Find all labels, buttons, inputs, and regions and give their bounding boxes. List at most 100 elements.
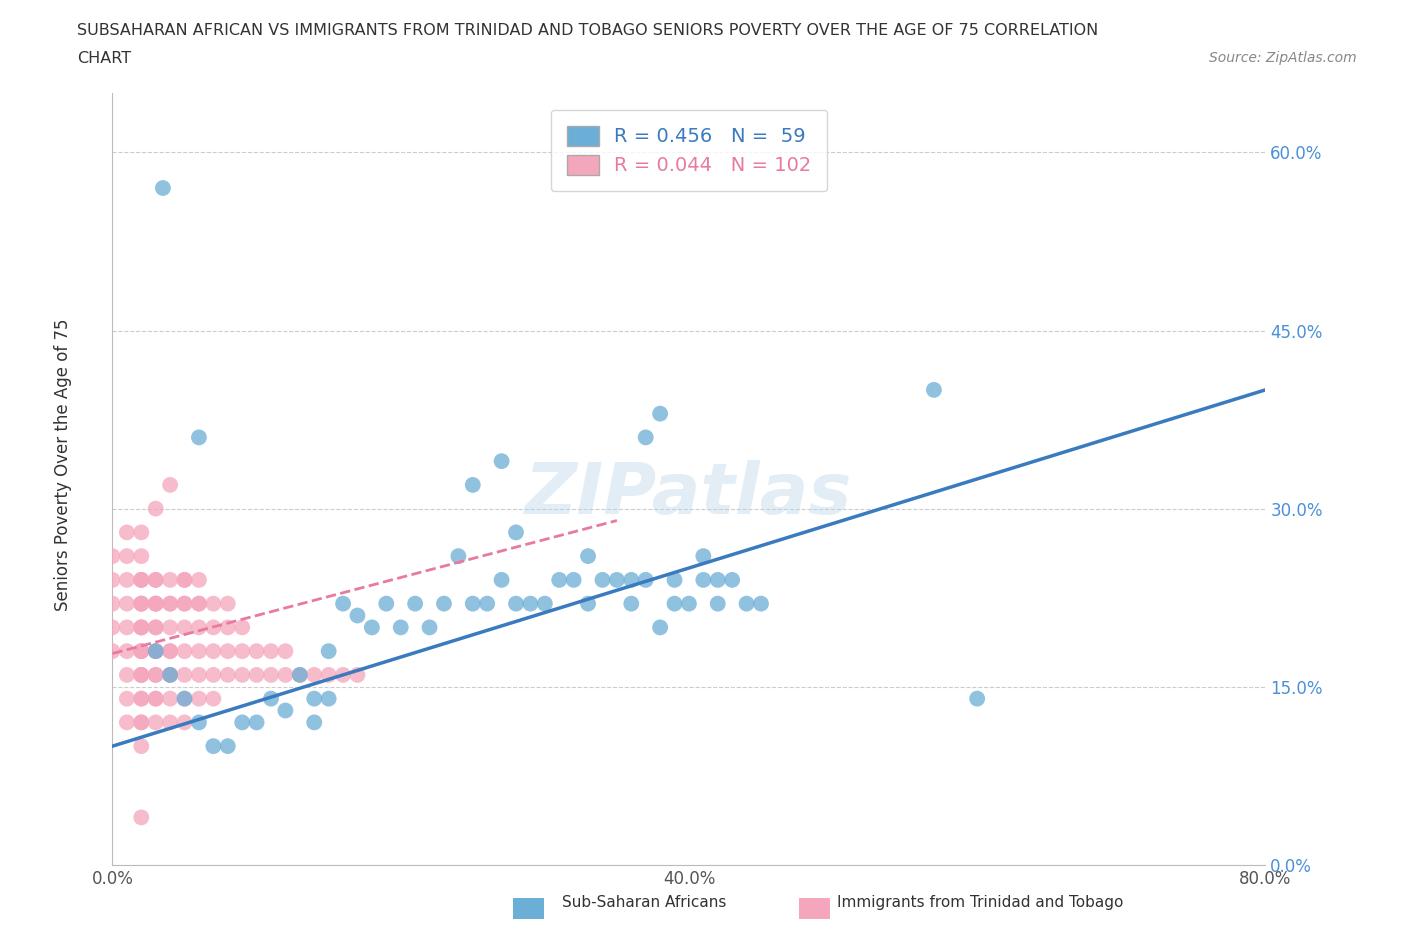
Point: [491, 454, 513, 469]
Point: [188, 596, 211, 611]
Point: [129, 620, 153, 635]
Point: [173, 715, 195, 730]
Point: [188, 691, 211, 706]
Point: [318, 668, 340, 683]
Point: [145, 644, 167, 658]
Point: [231, 715, 253, 730]
Text: ZIPatlas: ZIPatlas: [526, 460, 852, 529]
Point: [173, 573, 195, 588]
Point: [231, 668, 253, 683]
Point: [173, 596, 195, 611]
Point: [620, 573, 643, 588]
Point: [375, 596, 398, 611]
Point: [159, 573, 181, 588]
Point: [231, 620, 253, 635]
Point: [576, 596, 599, 611]
Legend: R = 0.456   N =  59, R = 0.044   N = 102: R = 0.456 N = 59, R = 0.044 N = 102: [551, 110, 827, 191]
Point: [152, 180, 174, 195]
Point: [115, 620, 138, 635]
Point: [360, 620, 382, 635]
Point: [260, 691, 283, 706]
Point: [505, 596, 527, 611]
Point: [159, 644, 181, 658]
Point: [404, 596, 426, 611]
Point: [650, 406, 672, 421]
Point: [115, 549, 138, 564]
Point: [159, 668, 181, 683]
Point: [548, 573, 571, 588]
Point: [650, 620, 672, 635]
Text: Sub-Saharan Africans: Sub-Saharan Africans: [562, 895, 727, 910]
Point: [159, 715, 181, 730]
Point: [173, 596, 195, 611]
Point: [304, 668, 326, 683]
Point: [159, 620, 181, 635]
Point: [534, 596, 557, 611]
Point: [274, 703, 297, 718]
Point: [246, 668, 269, 683]
Point: [217, 738, 239, 753]
Point: [129, 691, 153, 706]
Text: SUBSAHARAN AFRICAN VS IMMIGRANTS FROM TRINIDAD AND TOBAGO SENIORS POVERTY OVER T: SUBSAHARAN AFRICAN VS IMMIGRANTS FROM TR…: [77, 23, 1098, 38]
Point: [188, 430, 211, 445]
Point: [101, 573, 124, 588]
Point: [461, 477, 484, 492]
Point: [491, 573, 513, 588]
Point: [246, 715, 269, 730]
Point: [145, 573, 167, 588]
Point: [159, 596, 181, 611]
Point: [145, 501, 167, 516]
Point: [288, 668, 311, 683]
Point: [159, 668, 181, 683]
Point: [231, 644, 253, 658]
Point: [145, 691, 167, 706]
Point: [692, 573, 714, 588]
Point: [129, 738, 153, 753]
Point: [188, 620, 211, 635]
Point: [145, 596, 167, 611]
Text: Source: ZipAtlas.com: Source: ZipAtlas.com: [1209, 51, 1357, 65]
Point: [145, 596, 167, 611]
Text: Immigrants from Trinidad and Tobago: Immigrants from Trinidad and Tobago: [837, 895, 1123, 910]
Point: [129, 644, 153, 658]
Point: [188, 644, 211, 658]
Point: [606, 573, 628, 588]
Point: [202, 620, 225, 635]
Point: [419, 620, 441, 635]
Point: [173, 573, 195, 588]
Point: [159, 668, 181, 683]
Point: [318, 691, 340, 706]
Point: [129, 691, 153, 706]
Point: [129, 596, 153, 611]
Point: [202, 738, 225, 753]
Point: [115, 691, 138, 706]
Point: [664, 596, 686, 611]
Point: [129, 596, 153, 611]
Point: [202, 668, 225, 683]
Point: [678, 596, 700, 611]
Point: [129, 668, 153, 683]
Point: [562, 573, 585, 588]
Point: [129, 810, 153, 825]
Point: [129, 668, 153, 683]
Point: [692, 549, 714, 564]
Point: [475, 596, 499, 611]
Text: CHART: CHART: [77, 51, 131, 66]
Text: Seniors Poverty Over the Age of 75: Seniors Poverty Over the Age of 75: [55, 319, 72, 611]
Point: [966, 691, 988, 706]
Point: [145, 715, 167, 730]
Point: [145, 644, 167, 658]
Point: [217, 620, 239, 635]
Point: [749, 596, 772, 611]
Point: [634, 430, 657, 445]
Point: [332, 668, 354, 683]
Point: [159, 596, 181, 611]
Point: [145, 620, 167, 635]
Point: [260, 668, 283, 683]
Point: [318, 644, 340, 658]
Point: [129, 549, 153, 564]
Point: [217, 644, 239, 658]
Point: [505, 525, 527, 539]
Point: [620, 596, 643, 611]
Point: [159, 644, 181, 658]
